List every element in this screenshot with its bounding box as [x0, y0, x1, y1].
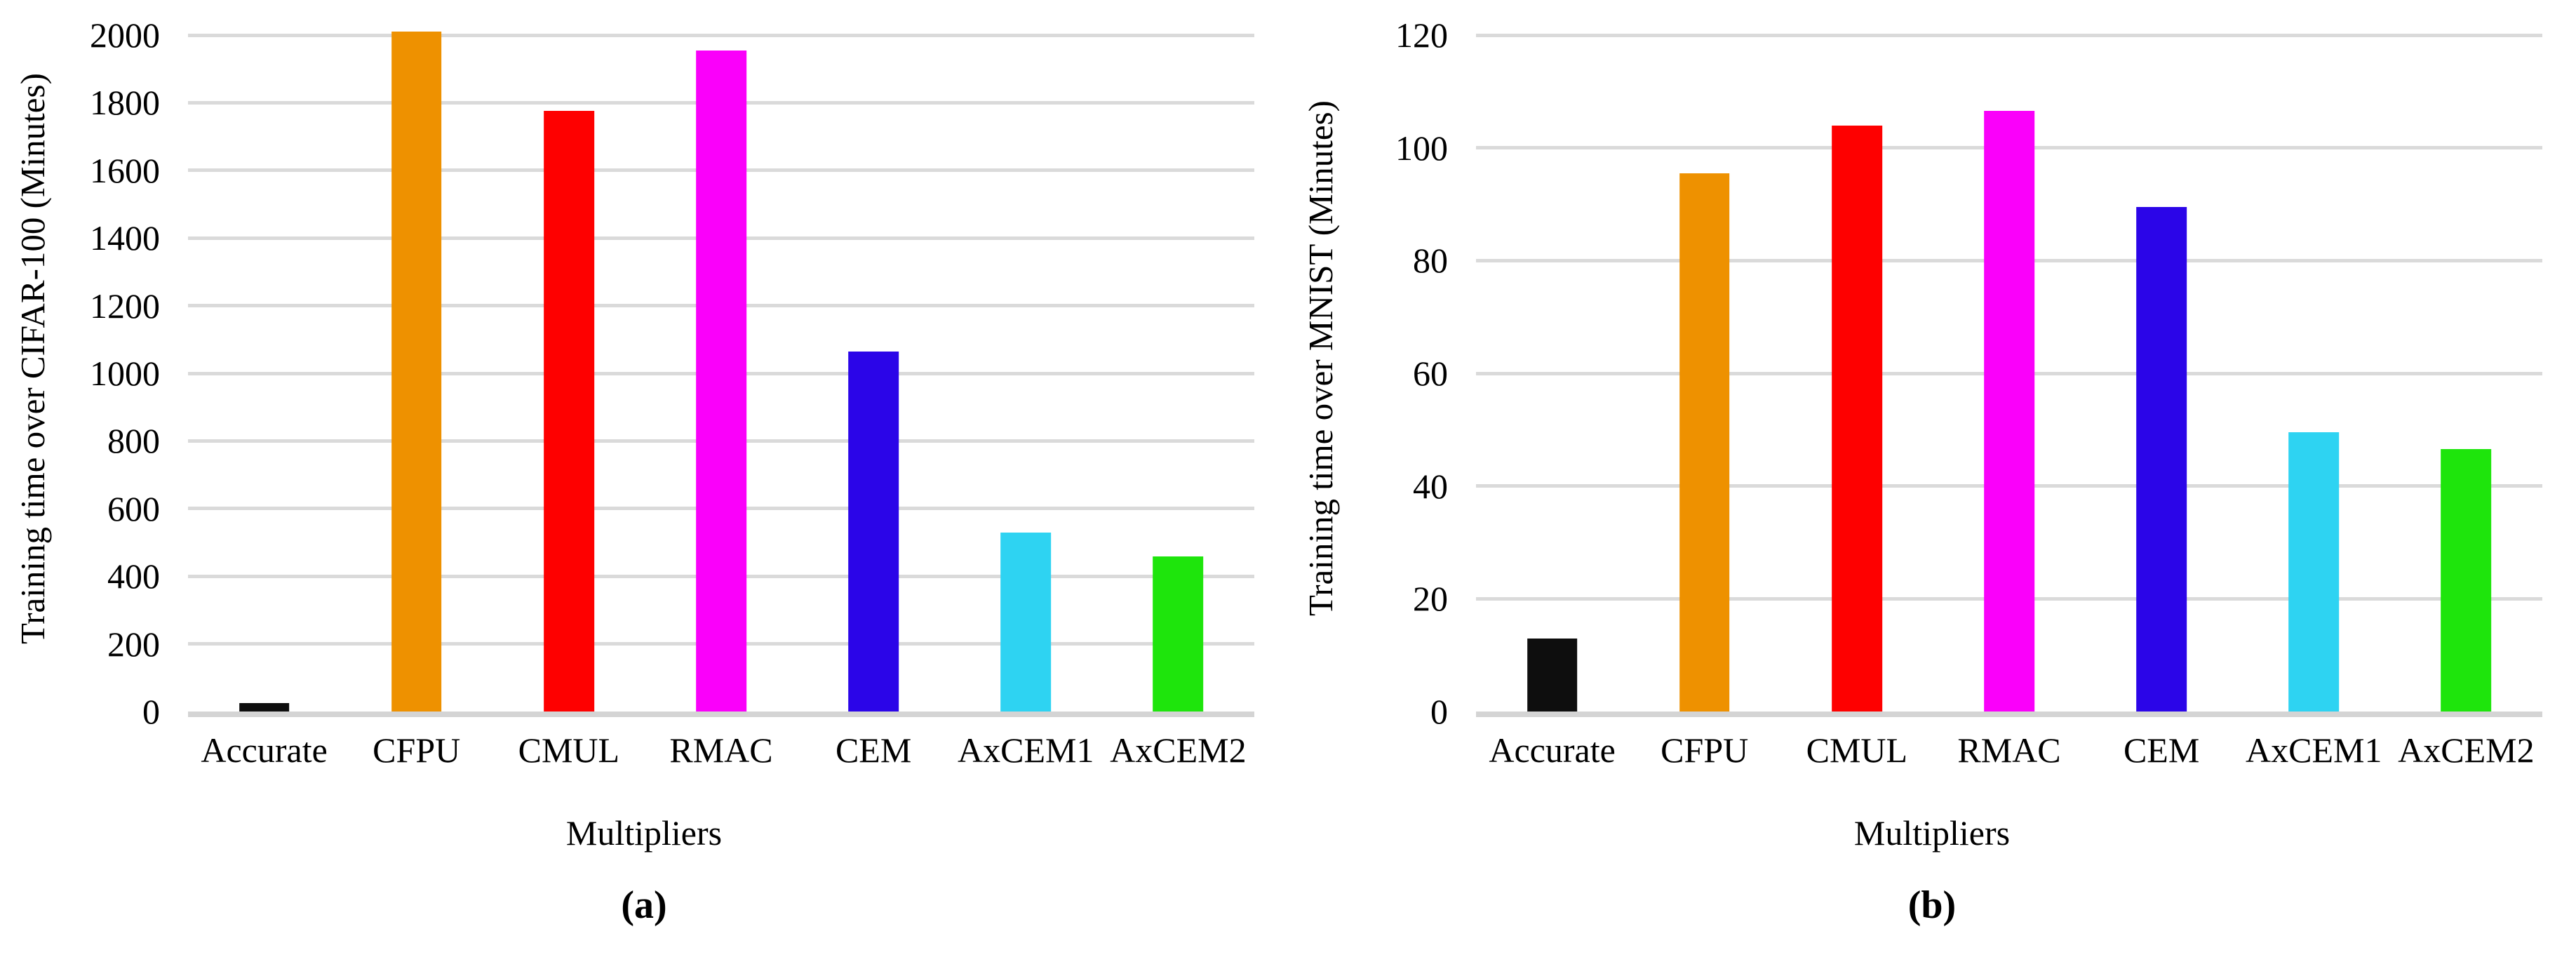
- y-tick-label-100: 100: [1395, 128, 1448, 168]
- x-axis-line-b: [1476, 712, 2542, 717]
- y-tick-label-80: 80: [1413, 241, 1448, 281]
- x-tick-label-cem: CEM: [835, 730, 912, 770]
- bar-cem: [848, 351, 899, 712]
- y-tick-label-200: 200: [107, 624, 160, 664]
- bar-accurate: [1527, 638, 1578, 712]
- y-tick-label-120: 120: [1395, 15, 1448, 55]
- plot-area-b: [1476, 0, 2542, 717]
- y-tick-label-1200: 1200: [90, 286, 160, 326]
- x-tick-label-accurate: Accurate: [1489, 730, 1616, 770]
- x-tick-label-axcem1: AxCEM1: [2246, 730, 2382, 770]
- bar-axcem1: [2288, 432, 2340, 712]
- bar-cfpu: [391, 32, 442, 712]
- subfigure-caption-b: (b): [1907, 883, 1957, 927]
- y-tick-label-1000: 1000: [90, 354, 160, 393]
- bar-axcem2: [1153, 556, 1204, 712]
- bar-axcem1: [1000, 532, 1052, 712]
- gridline-120: [1476, 33, 2542, 37]
- x-tick-label-cmul: CMUL: [518, 730, 620, 770]
- bar-rmac: [696, 50, 746, 712]
- chart-panel-a: Training time over CIFAR-100 (Minutes) 0…: [0, 0, 1254, 927]
- bar-cmul: [1832, 125, 1882, 712]
- y-tick-label-60: 60: [1413, 354, 1448, 393]
- x-axis-title-a: Multipliers: [565, 813, 723, 853]
- y-tick-label-600: 600: [107, 488, 160, 528]
- x-tick-label-axcem2: AxCEM2: [1110, 730, 1247, 770]
- bar-axcem2: [2441, 449, 2492, 712]
- x-axis-labels-b: Accurate CFPU CMUL RMAC CEM AxCEM1 AxCEM2: [1476, 731, 2542, 770]
- x-tick-label-axcem2: AxCEM2: [2398, 730, 2535, 770]
- y-tick-label-2000: 2000: [90, 15, 160, 55]
- y-tick-label-0: 0: [1430, 692, 1448, 731]
- bar-cfpu: [1679, 173, 1730, 712]
- y-axis-ticks-a: 0 200 400 600 800 1000 1200 1400 1600 1800 2000: [0, 0, 160, 729]
- bar-rmac: [1984, 111, 2034, 712]
- x-axis-line-a: [188, 712, 1254, 717]
- y-tick-label-20: 20: [1413, 579, 1448, 619]
- x-tick-label-cem: CEM: [2123, 730, 2200, 770]
- bar-accurate: [239, 702, 290, 712]
- x-tick-label-rmac: RMAC: [669, 730, 773, 770]
- y-tick-label-40: 40: [1413, 466, 1448, 506]
- plot-area-a: [188, 0, 1254, 717]
- x-tick-label-cfpu: CFPU: [1661, 730, 1749, 770]
- gridline-2000: [188, 33, 1254, 37]
- bar-cem: [2136, 207, 2187, 712]
- x-axis-title-b: Multipliers: [1853, 813, 2011, 853]
- x-tick-label-rmac: RMAC: [1957, 730, 2061, 770]
- y-axis-ticks-b: 0 20 40 60 80 100 120: [1288, 0, 1448, 729]
- bar-cmul: [544, 111, 594, 712]
- x-tick-label-cfpu: CFPU: [373, 730, 461, 770]
- subfigure-caption-a: (a): [621, 883, 667, 927]
- chart-panel-b: Training time over MNIST (Minutes) 0 20 40…: [1288, 0, 2576, 962]
- y-tick-label-800: 800: [107, 421, 160, 461]
- y-tick-label-400: 400: [107, 556, 160, 596]
- y-tick-label-1600: 1600: [90, 150, 160, 190]
- x-axis-labels-a: Accurate CFPU CMUL RMAC CEM AxCEM1 AxCEM2: [188, 731, 1254, 770]
- y-tick-label-1400: 1400: [90, 218, 160, 258]
- x-tick-label-accurate: Accurate: [201, 730, 328, 770]
- x-tick-label-axcem1: AxCEM1: [958, 730, 1094, 770]
- y-tick-label-0: 0: [142, 692, 160, 731]
- y-tick-label-1800: 1800: [90, 83, 160, 123]
- x-tick-label-cmul: CMUL: [1806, 730, 1908, 770]
